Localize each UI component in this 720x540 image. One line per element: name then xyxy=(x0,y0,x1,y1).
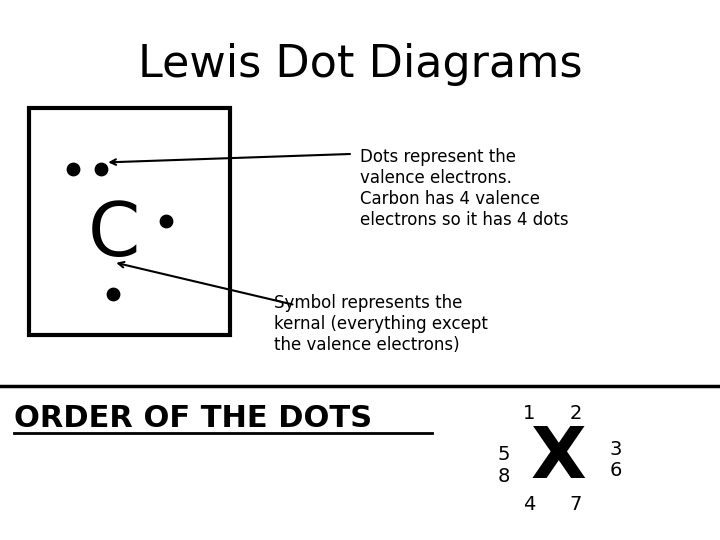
Text: Dots represent the
valence electrons.
Carbon has 4 valence
electrons so it has 4: Dots represent the valence electrons. Ca… xyxy=(360,148,569,229)
FancyBboxPatch shape xyxy=(29,108,230,335)
Text: X: X xyxy=(530,424,586,494)
Text: 5: 5 xyxy=(498,445,510,464)
Point xyxy=(108,289,120,298)
Text: 2: 2 xyxy=(570,403,582,423)
Text: 1: 1 xyxy=(523,403,536,423)
Text: 4: 4 xyxy=(523,495,536,515)
Text: 7: 7 xyxy=(570,495,582,515)
Text: 6: 6 xyxy=(609,461,622,481)
Text: ORDER OF THE DOTS: ORDER OF THE DOTS xyxy=(14,404,372,433)
Point xyxy=(96,165,107,173)
Text: Symbol represents the
kernal (everything except
the valence electrons): Symbol represents the kernal (everything… xyxy=(274,294,487,354)
Text: Lewis Dot Diagrams: Lewis Dot Diagrams xyxy=(138,43,582,86)
Text: 8: 8 xyxy=(498,467,510,486)
Text: 3: 3 xyxy=(609,440,622,459)
Point xyxy=(160,217,171,226)
Point xyxy=(68,165,79,173)
Text: C: C xyxy=(87,199,140,272)
